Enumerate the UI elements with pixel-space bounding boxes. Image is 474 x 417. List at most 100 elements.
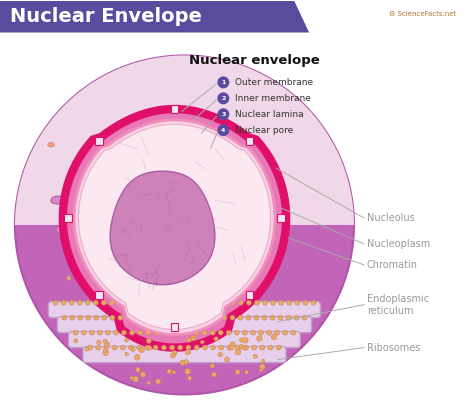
- Circle shape: [218, 92, 229, 104]
- Ellipse shape: [103, 350, 109, 356]
- Ellipse shape: [81, 330, 86, 335]
- Ellipse shape: [194, 330, 199, 335]
- Ellipse shape: [279, 300, 283, 305]
- Ellipse shape: [167, 369, 172, 374]
- Ellipse shape: [97, 330, 102, 335]
- Ellipse shape: [48, 142, 55, 147]
- Ellipse shape: [168, 250, 171, 254]
- Ellipse shape: [125, 352, 128, 356]
- Ellipse shape: [186, 345, 191, 350]
- Ellipse shape: [158, 315, 163, 320]
- Polygon shape: [110, 171, 215, 285]
- Ellipse shape: [252, 345, 256, 350]
- Ellipse shape: [124, 170, 127, 174]
- Ellipse shape: [93, 300, 98, 305]
- Ellipse shape: [102, 315, 107, 320]
- Ellipse shape: [302, 315, 307, 320]
- Ellipse shape: [253, 354, 257, 359]
- Ellipse shape: [93, 286, 107, 294]
- Ellipse shape: [243, 346, 247, 350]
- FancyBboxPatch shape: [83, 347, 286, 362]
- Ellipse shape: [242, 330, 247, 335]
- Ellipse shape: [121, 330, 127, 335]
- Ellipse shape: [278, 315, 283, 320]
- Ellipse shape: [225, 357, 229, 362]
- Ellipse shape: [62, 315, 67, 320]
- Ellipse shape: [295, 300, 300, 305]
- Bar: [171, 323, 179, 331]
- Ellipse shape: [153, 345, 158, 350]
- Ellipse shape: [162, 330, 167, 335]
- Ellipse shape: [190, 315, 195, 320]
- Bar: [246, 137, 254, 145]
- Ellipse shape: [168, 140, 174, 145]
- Ellipse shape: [206, 315, 211, 320]
- Ellipse shape: [134, 300, 138, 305]
- Ellipse shape: [259, 368, 263, 372]
- Ellipse shape: [181, 126, 188, 134]
- Ellipse shape: [244, 345, 248, 350]
- Ellipse shape: [128, 345, 134, 350]
- Ellipse shape: [52, 302, 55, 305]
- Ellipse shape: [190, 300, 195, 305]
- Ellipse shape: [120, 345, 125, 350]
- Ellipse shape: [151, 314, 155, 319]
- Ellipse shape: [114, 301, 126, 308]
- Ellipse shape: [146, 330, 151, 335]
- Ellipse shape: [283, 330, 288, 335]
- Ellipse shape: [101, 300, 106, 305]
- Ellipse shape: [230, 300, 235, 305]
- Ellipse shape: [105, 342, 109, 347]
- Bar: [95, 291, 103, 299]
- Ellipse shape: [260, 345, 265, 350]
- Ellipse shape: [53, 300, 58, 305]
- Ellipse shape: [158, 266, 166, 274]
- Ellipse shape: [276, 345, 281, 350]
- Text: Nuclear Envelope: Nuclear Envelope: [10, 7, 202, 26]
- Ellipse shape: [294, 315, 299, 320]
- Ellipse shape: [227, 345, 232, 350]
- Bar: [246, 291, 254, 299]
- Ellipse shape: [138, 152, 144, 158]
- Ellipse shape: [143, 281, 149, 288]
- Ellipse shape: [147, 346, 152, 350]
- Ellipse shape: [68, 236, 74, 241]
- Ellipse shape: [255, 300, 259, 305]
- Ellipse shape: [163, 298, 167, 301]
- Ellipse shape: [191, 266, 198, 274]
- Text: Ribosomes: Ribosomes: [367, 343, 420, 353]
- FancyBboxPatch shape: [48, 302, 320, 318]
- Ellipse shape: [86, 315, 91, 320]
- Ellipse shape: [88, 345, 92, 350]
- Circle shape: [218, 124, 229, 136]
- Ellipse shape: [195, 273, 201, 278]
- Ellipse shape: [170, 233, 174, 237]
- Ellipse shape: [73, 330, 78, 335]
- Ellipse shape: [230, 315, 235, 320]
- Ellipse shape: [258, 330, 264, 335]
- Ellipse shape: [229, 345, 234, 350]
- Ellipse shape: [235, 349, 241, 355]
- Ellipse shape: [271, 334, 277, 340]
- Ellipse shape: [191, 284, 197, 289]
- Ellipse shape: [94, 315, 99, 320]
- Ellipse shape: [214, 300, 219, 305]
- Ellipse shape: [257, 336, 262, 341]
- FancyBboxPatch shape: [69, 332, 301, 348]
- Ellipse shape: [170, 330, 175, 335]
- Ellipse shape: [178, 330, 183, 335]
- Ellipse shape: [118, 315, 123, 320]
- Ellipse shape: [311, 300, 316, 305]
- Ellipse shape: [70, 315, 75, 320]
- Circle shape: [218, 76, 229, 88]
- Ellipse shape: [291, 330, 296, 335]
- Ellipse shape: [133, 376, 139, 382]
- Ellipse shape: [263, 300, 267, 305]
- Ellipse shape: [170, 345, 174, 350]
- Ellipse shape: [137, 345, 142, 350]
- Ellipse shape: [126, 315, 131, 320]
- Ellipse shape: [137, 130, 142, 135]
- Bar: [95, 137, 103, 145]
- Ellipse shape: [192, 263, 199, 269]
- Text: Nuclear envelope: Nuclear envelope: [189, 54, 319, 67]
